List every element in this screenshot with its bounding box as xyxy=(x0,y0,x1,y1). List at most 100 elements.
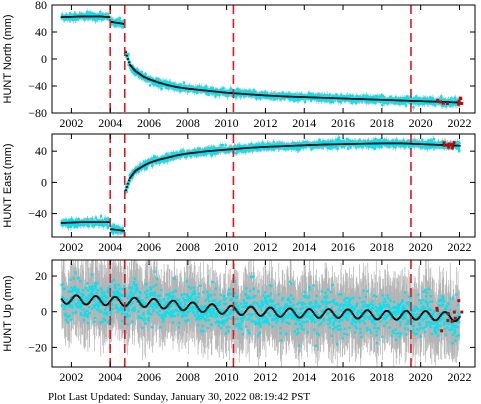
north-observation-point xyxy=(164,81,167,84)
north-observation-point xyxy=(303,94,306,97)
north-observation-point xyxy=(354,101,358,105)
north-observation-point xyxy=(68,12,72,15)
north-observation-point xyxy=(337,99,340,103)
north-observation-point xyxy=(423,102,426,105)
north-observation-point xyxy=(405,95,409,98)
north-x-tick-label: 2022 xyxy=(447,116,471,130)
north-observation-point xyxy=(265,92,269,95)
north-observation-point xyxy=(119,20,122,24)
north-observations xyxy=(60,10,461,109)
north-observation-point xyxy=(69,17,73,21)
north-observation-point xyxy=(292,99,296,103)
north-outlier-point xyxy=(457,99,461,103)
north-observation-point xyxy=(117,19,120,22)
north-observation-point xyxy=(398,102,402,106)
north-model-dash xyxy=(122,23,125,25)
north-observation-point xyxy=(424,97,427,100)
north-x-tick-label: 2008 xyxy=(176,116,200,130)
north-observation-point xyxy=(448,104,452,108)
north-observation-point xyxy=(349,99,352,103)
north-observation-point xyxy=(107,14,110,17)
north-observation-point xyxy=(83,13,86,17)
north-observation-point xyxy=(381,103,384,107)
north-y-tick-label: 80 xyxy=(35,0,47,12)
north-observation-point xyxy=(263,96,267,99)
north-observation-point xyxy=(180,85,184,89)
north-observation-point xyxy=(152,82,156,86)
north-observation-point xyxy=(243,94,247,98)
north-y-tick-label: −40 xyxy=(28,79,47,93)
north-observation-point xyxy=(309,99,313,102)
north-outlier-point xyxy=(445,101,449,105)
north-observation-point xyxy=(68,14,71,17)
north-observation-point xyxy=(323,93,326,97)
north-outliers xyxy=(436,96,464,106)
north-observation-point xyxy=(330,96,334,99)
north-observation-point xyxy=(92,17,95,20)
north-model-curve xyxy=(60,15,461,104)
north-observation-point xyxy=(142,73,146,77)
north-observation-point xyxy=(297,98,300,102)
north-outlier-point xyxy=(458,96,462,100)
north-outlier-point xyxy=(436,99,440,103)
north-observation-point xyxy=(281,96,284,99)
north-observation-point xyxy=(110,18,114,21)
north-panel: 2002 2004 2006 2008 2010 2012 2014 2016 2018 2020… xyxy=(2,0,476,130)
north-observation-point xyxy=(92,13,95,16)
north-observation-point xyxy=(97,17,101,21)
north-observation-point xyxy=(173,87,177,91)
north-observation-point xyxy=(431,97,434,100)
north-observation-point xyxy=(418,102,421,106)
north-observation-point xyxy=(307,92,311,95)
north-observation-point xyxy=(365,94,368,97)
north-model-dash xyxy=(133,69,136,71)
north-observation-point xyxy=(363,97,367,100)
north-observation-point xyxy=(432,99,435,102)
north-observation-point xyxy=(351,100,355,103)
north-observation-point xyxy=(294,98,298,102)
north-observation-point xyxy=(192,86,195,90)
north-observation-point xyxy=(413,97,417,101)
north-observation-point xyxy=(170,82,173,85)
north-outlier-point xyxy=(460,101,464,105)
north-observation-point xyxy=(130,68,134,71)
north-observation-point xyxy=(420,98,423,101)
north-observation-point xyxy=(158,83,161,87)
north-observation-point xyxy=(332,95,336,98)
north-observation-point xyxy=(382,95,386,99)
north-observation-point xyxy=(132,66,135,69)
north-observation-point xyxy=(374,94,377,98)
north-observation-point xyxy=(427,101,431,105)
north-observation-point xyxy=(355,95,359,98)
north-observation-point xyxy=(383,101,386,104)
north-observation-point xyxy=(113,24,117,28)
north-observation-point xyxy=(373,99,377,102)
north-observation-point xyxy=(402,102,405,105)
north-observation-point xyxy=(201,87,204,91)
north-observation-point xyxy=(218,93,221,97)
north-x-tick-label: 2020 xyxy=(409,116,433,130)
north-observation-point xyxy=(122,23,125,27)
north-data-layer xyxy=(60,8,464,111)
north-model-dash xyxy=(126,58,130,60)
north-observation-point xyxy=(216,89,219,92)
north-observation-point xyxy=(255,96,259,99)
north-observation-point xyxy=(239,95,242,98)
north-observation-point xyxy=(417,102,420,106)
north-observation-point xyxy=(354,100,357,103)
north-observation-point xyxy=(76,14,79,17)
north-observation-point xyxy=(458,104,461,107)
north-observation-point xyxy=(140,70,143,74)
north-observation-point xyxy=(87,13,91,16)
north-observation-point xyxy=(60,13,64,16)
north-observation-point xyxy=(175,84,179,87)
north-observation-point xyxy=(172,82,176,85)
north-observation-point xyxy=(165,80,169,84)
north-observation-point xyxy=(94,19,97,22)
north-observation-point xyxy=(168,81,172,84)
north-observation-point xyxy=(195,91,198,95)
north-observation-point xyxy=(264,91,267,95)
north-observation-point xyxy=(315,98,318,102)
north-outlier-point xyxy=(441,101,445,105)
